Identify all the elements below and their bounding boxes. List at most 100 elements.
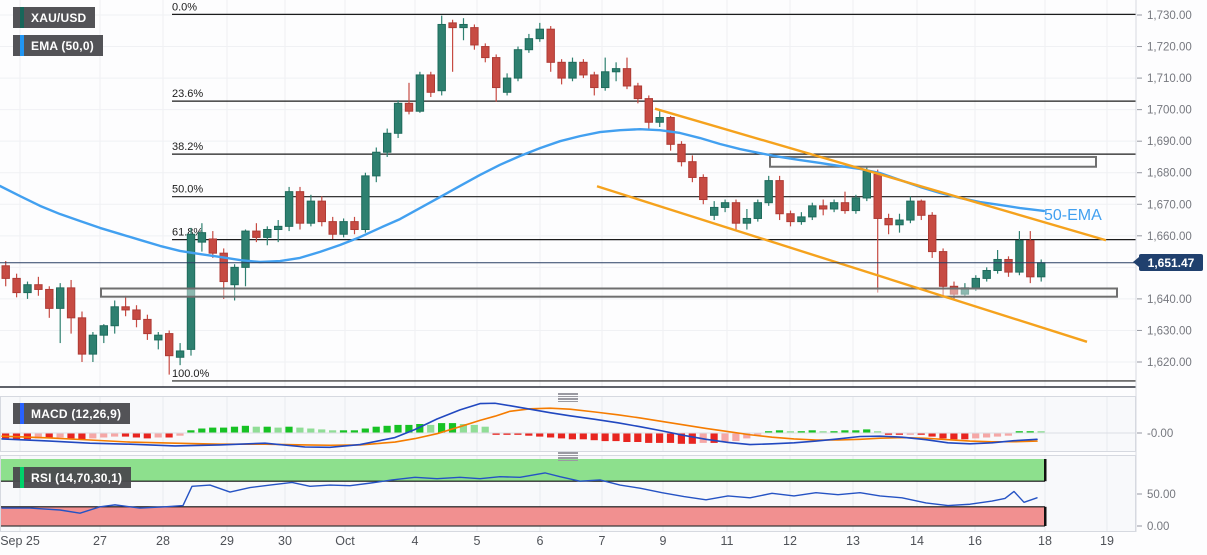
macd-histogram-bar [699,433,707,443]
candle-body [797,216,806,223]
macd-histogram-bar [372,426,380,433]
macd-accent-strip [20,403,24,424]
macd-histogram-bar [230,426,239,433]
candle-body [710,206,719,216]
macd-histogram-bar [579,433,587,440]
symbol-legend-badge[interactable]: XAU/USD [13,7,96,28]
macd-histogram-bar [56,433,64,438]
macd-histogram-bar [601,433,609,442]
macd-histogram-bar [590,433,598,441]
macd-histogram-bar [329,430,337,433]
candle-body [895,219,904,226]
macd-histogram-bar [797,431,805,433]
macd-histogram-bar [438,423,446,433]
candle-body [274,225,283,231]
fib-level-label: 100.0% [172,368,210,380]
ema50-line [0,127,1046,264]
channel-line [596,185,1088,343]
candle-body [437,23,446,92]
macd-histogram-bar [917,433,925,435]
macd-histogram-bar [557,433,566,439]
macd-histogram-bar [252,426,260,433]
candle-body [502,77,512,93]
macd-histogram-bar [132,433,140,438]
candle-body [34,284,43,290]
candle-body [230,266,239,286]
macd-histogram-bar [209,427,217,433]
price-axis-label: 1,640.00 [1147,294,1192,306]
macd-histogram-bar [241,425,249,433]
candle-body [633,85,643,100]
candle-body [786,213,795,223]
candle-body [110,306,119,327]
macd-histogram-bar [525,433,533,436]
macd-histogram-bar [78,433,86,440]
panel-resize-handle-rsi[interactable] [558,452,578,461]
macd-line [1,402,1038,449]
macd-histogram-bar [732,433,740,442]
rsi-line [1,472,1038,514]
macd-histogram-bar [547,433,555,438]
time-axis-label: 11 [721,534,734,548]
macd-histogram-bar [263,426,271,433]
macd-histogram-bar [568,433,576,440]
macd-histogram-bar [111,433,119,437]
candle-body [971,277,980,289]
candle-body [753,202,762,219]
macd-histogram-bar [743,433,751,439]
panel-resize-handle-macd[interactable] [558,393,578,402]
macd-legend-badge[interactable]: MACD (12,26,9) [13,403,131,424]
macd-histogram-bar [677,433,685,444]
candle-body [884,217,893,226]
macd-histogram-bar [459,424,467,433]
candle-body [66,287,76,319]
candle-body [579,61,588,76]
price-axis-label: 1,660.00 [1147,231,1192,243]
macd-histogram-bar [416,424,424,433]
time-axis-label: 6 [537,534,544,548]
candle-body [197,232,207,243]
last-price-badge: 1,651.47 [1133,254,1203,272]
macd-histogram-bar [1004,433,1012,436]
candle-body [862,170,871,199]
rsi-band-end-tick [1044,506,1047,526]
macd-histogram-bar [89,433,97,439]
candle-body [949,285,959,295]
candle-body [372,151,381,177]
candle-body [829,202,839,210]
ema-legend-badge[interactable]: EMA (50,0) [13,35,103,56]
candle-body [982,270,991,279]
price-axis-label: 1,620.00 [1147,357,1192,369]
candle-body [426,74,436,93]
candle-body [241,230,250,268]
candle-body [731,202,741,224]
time-axis-label: 14 [910,534,924,548]
ema-legend-label: EMA (50,0) [31,38,94,53]
candle-body [143,318,152,335]
rsi-legend-badge[interactable]: RSI (14,70,30,1) [13,467,132,488]
candle-body [404,102,414,112]
macd-histogram-bar [754,433,762,435]
price-axis-label: 1,700.00 [1147,105,1192,117]
time-axis-label: 27 [93,534,107,548]
candle-body [186,233,196,350]
candle-body [622,68,632,87]
macd-histogram-bar [339,430,348,433]
fib-level-label: 0.0% [172,1,197,13]
candle-body [840,202,850,212]
candle-body [742,217,752,224]
candle-body [851,197,861,212]
rsi-overbought-band [1,459,1045,482]
candle-body [317,200,327,223]
macd-histogram-bar [666,433,675,443]
macd-histogram-bar [405,424,413,433]
macd-histogram-bar [23,433,31,440]
time-axis-label: Oct [335,534,355,548]
fib-level-label: 50.0% [172,184,203,196]
price-axis-label: 1,710.00 [1147,73,1192,85]
macd-histogram-bar [220,427,228,433]
candle-body [393,102,403,134]
candle-body [175,350,185,358]
